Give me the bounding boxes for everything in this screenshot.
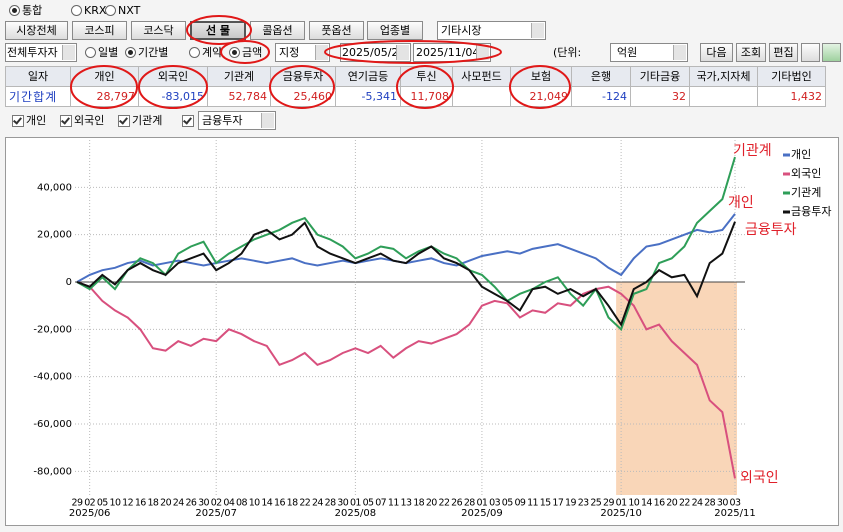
unit-radio[interactable]: 금액: [228, 44, 262, 61]
table-cell: 11,708: [400, 86, 453, 107]
table-header: 기관계: [207, 66, 271, 87]
table-cell: -5,341: [335, 86, 401, 107]
table-cell: 기간합계: [5, 86, 71, 107]
market-radio[interactable]: KRX: [70, 2, 106, 19]
start-date[interactable]: 2025/05/29: [340, 43, 411, 62]
tab-button[interactable]: 풋옵션: [309, 21, 364, 40]
table-header: 기타법인: [757, 66, 826, 87]
chart-check[interactable]: 개인: [12, 112, 46, 129]
chart-check[interactable]: 외국인: [60, 112, 104, 129]
table-header: 은행: [571, 66, 631, 87]
tab-button[interactable]: 시장전체: [5, 21, 68, 40]
chart-icon[interactable]: [801, 43, 820, 62]
table-cell: [452, 86, 511, 107]
action-button[interactable]: 다음: [700, 43, 733, 62]
action-button[interactable]: 조회: [736, 43, 766, 62]
table-cell: [689, 86, 758, 107]
unit-label: (단위:: [553, 46, 582, 59]
table-cell: 25,460: [270, 86, 336, 107]
period-radio[interactable]: 기간별: [124, 44, 168, 61]
unit-radio[interactable]: 계약: [188, 44, 222, 61]
excel-icon[interactable]: [822, 43, 841, 62]
end-date[interactable]: 2025/11/04: [413, 43, 491, 62]
table-header: 보험: [510, 66, 572, 87]
table-header: 국가,지자체: [689, 66, 758, 87]
chart-check[interactable]: [182, 112, 196, 129]
table-header: 기타금융: [630, 66, 690, 87]
tab-button[interactable]: 코스닥: [131, 21, 186, 40]
period-radio[interactable]: 일별: [84, 44, 118, 61]
action-button[interactable]: 편집: [769, 43, 798, 62]
chart-check[interactable]: 기관계: [118, 112, 162, 129]
market-radio[interactable]: NXT: [104, 2, 140, 19]
tab-button[interactable]: 코스피: [72, 21, 127, 40]
table-header: 개인: [70, 66, 139, 87]
chart-panel: [5, 137, 839, 526]
tab-button[interactable]: 업종별: [367, 21, 423, 40]
table-cell: 28,797: [70, 86, 139, 107]
tab-button[interactable]: 선 물: [190, 21, 246, 40]
table-cell: 21,049: [510, 86, 572, 107]
table-header: 외국인: [138, 66, 208, 87]
range-select[interactable]: 지정: [275, 43, 330, 62]
unit-select[interactable]: 억원: [610, 43, 688, 62]
chart-check-select[interactable]: 금융투자: [198, 111, 276, 130]
table-cell: 52,784: [207, 86, 271, 107]
table-cell: 32: [630, 86, 690, 107]
table-header: 투신: [400, 66, 453, 87]
table-cell: -83,015: [138, 86, 208, 107]
table-header: 일자: [5, 66, 71, 87]
table-header: 금융투자: [270, 66, 336, 87]
market-select[interactable]: 기타시장: [437, 21, 546, 40]
table-header: 연기금등: [335, 66, 401, 87]
tab-button[interactable]: 콜옵션: [250, 21, 305, 40]
table-cell: -124: [571, 86, 631, 107]
investor-select[interactable]: 전체투자자: [5, 43, 77, 62]
table-header: 사모펀드: [452, 66, 511, 87]
market-radio[interactable]: 통합: [8, 2, 42, 19]
table-cell: 1,432: [757, 86, 826, 107]
